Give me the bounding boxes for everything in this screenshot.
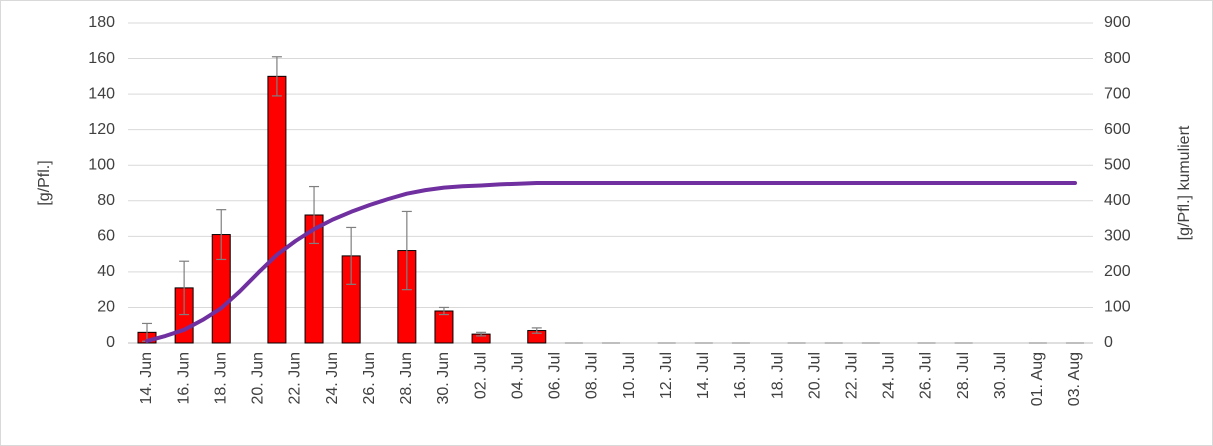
error-bar xyxy=(531,327,542,334)
y-tick-label: 120 xyxy=(88,121,115,138)
y2-tick-label: 300 xyxy=(1104,228,1131,245)
x-tick-label: 28. Jul xyxy=(955,352,972,399)
y-tick-label: 0 xyxy=(106,334,115,351)
bar xyxy=(267,75,287,344)
x-tick-label: 24. Jun xyxy=(324,352,341,404)
y2-tick-label: 700 xyxy=(1104,85,1131,102)
y-axis-label: [g/Pfl.] xyxy=(36,160,53,205)
y2-tick-label: 200 xyxy=(1104,263,1131,280)
x-tick-label: 26. Jun xyxy=(361,352,378,404)
y2-axis-label: [g/Pfl.] kumuliert xyxy=(1176,125,1193,240)
x-tick-label: 06. Jul xyxy=(547,352,564,399)
y2-tick-label: 900 xyxy=(1104,14,1131,31)
y-tick-label: 60 xyxy=(97,228,115,245)
error-bar xyxy=(179,260,190,316)
y-tick-label: 180 xyxy=(88,14,115,31)
bar xyxy=(434,310,454,344)
x-tick-label: 18. Jun xyxy=(212,352,229,404)
x-tick-label: 18. Jul xyxy=(769,352,786,399)
error-bar xyxy=(271,56,282,97)
y2-tick-label: 100 xyxy=(1104,299,1131,316)
y-tick-label: 140 xyxy=(88,85,115,102)
x-tick-label: 02. Jul xyxy=(472,352,489,399)
x-tick-label: 22. Jul xyxy=(843,352,860,399)
error-bar xyxy=(346,226,357,285)
y-tick-label: 20 xyxy=(97,299,115,316)
error-bar xyxy=(401,210,412,291)
y2-tick-label: 500 xyxy=(1104,156,1131,173)
x-tick-label: 20. Jul xyxy=(806,352,823,399)
x-tick-label: 26. Jul xyxy=(918,352,935,399)
x-tick-label: 16. Jul xyxy=(732,352,749,399)
x-tick-label: 22. Jun xyxy=(287,352,304,404)
y-tick-label: 160 xyxy=(88,50,115,67)
error-bar xyxy=(476,331,487,337)
x-tick-label: 30. Jul xyxy=(992,352,1009,399)
x-tick-label: 03. Aug xyxy=(1066,352,1083,406)
y2-tick-label: 800 xyxy=(1104,50,1131,67)
error-bar xyxy=(216,209,227,261)
x-tick-label: 14. Jun xyxy=(138,352,155,404)
x-tick-label: 08. Jul xyxy=(584,352,601,399)
x-tick-label: 14. Jul xyxy=(695,352,712,399)
error-bar xyxy=(438,306,449,316)
x-tick-label: 16. Jun xyxy=(175,352,192,404)
x-tick-label: 24. Jul xyxy=(881,352,898,399)
y-tick-label: 100 xyxy=(88,156,115,173)
y-tick-label: 80 xyxy=(97,192,115,209)
x-tick-label: 10. Jul xyxy=(621,352,638,399)
y2-tick-label: 600 xyxy=(1104,121,1131,138)
line xyxy=(145,181,1077,343)
x-tick-label: 20. Jun xyxy=(250,352,267,404)
y2-tick-label: 400 xyxy=(1104,192,1131,209)
y-tick-label: 40 xyxy=(97,263,115,280)
x-tick-label: 28. Jun xyxy=(398,352,415,404)
error-bar xyxy=(309,185,320,245)
x-tick-label: 01. Aug xyxy=(1029,352,1046,406)
x-tick-label: 30. Jun xyxy=(435,352,452,404)
x-tick-label: 12. Jul xyxy=(658,352,675,399)
x-tick-label: 04. Jul xyxy=(509,352,526,399)
y2-tick-label: 0 xyxy=(1104,334,1113,351)
